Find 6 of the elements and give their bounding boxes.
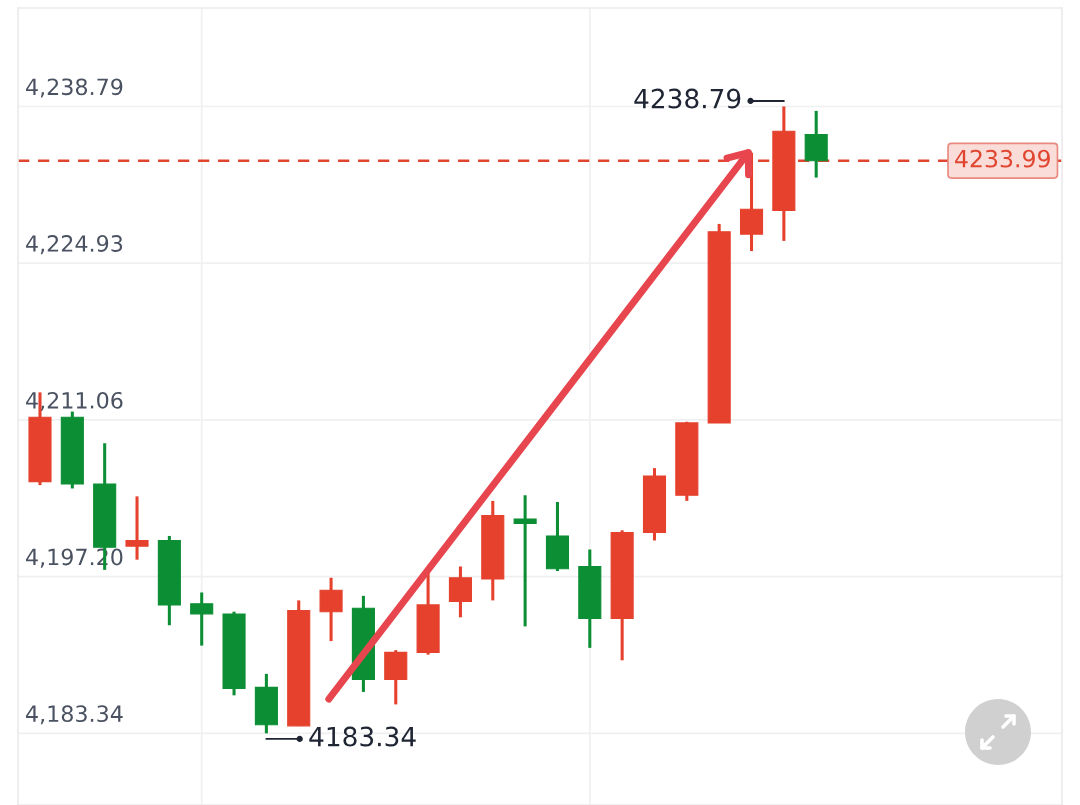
y-tick-label: 4,183.34 (26, 705, 123, 725)
annotation: 4238.79 (634, 88, 741, 109)
y-tick-label: 4,238.79 (26, 78, 123, 98)
ref-line-label: 4233.99 (955, 149, 1050, 168)
y-tick-label: 4,224.93 (26, 235, 123, 255)
annotation: 4183.34 (309, 726, 416, 747)
